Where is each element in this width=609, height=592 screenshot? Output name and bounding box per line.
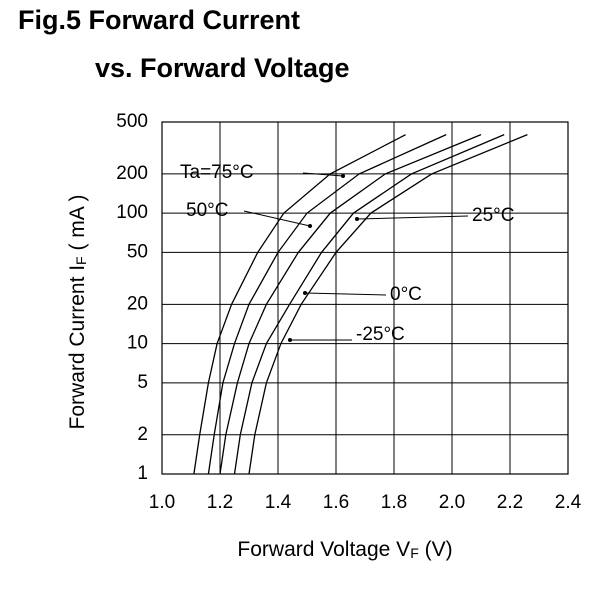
series-line <box>193 134 406 475</box>
y-tick-label: 50 <box>127 241 148 262</box>
x-axis-label: Forward Voltage VF (V) <box>237 538 452 561</box>
series-label: 25°C <box>472 205 514 226</box>
x-tick-label: 2.2 <box>497 492 523 513</box>
annotation-arrow <box>304 292 387 296</box>
x-tick-label: 1.6 <box>323 492 349 513</box>
series-label: -25°C <box>356 324 405 345</box>
x-tick-label: 1.8 <box>381 492 407 513</box>
chart-title: vs. Forward Voltage <box>95 53 350 83</box>
arrow-head <box>355 217 359 221</box>
y-tick-label: 200 <box>116 163 148 184</box>
annotation-arrow <box>356 215 469 220</box>
annotation-arrow <box>243 210 311 227</box>
y-tick-label: 500 <box>116 111 148 132</box>
arrow-head <box>288 338 292 342</box>
arrow-head <box>308 224 312 228</box>
y-tick-label: 20 <box>127 293 148 314</box>
series-line <box>233 134 505 475</box>
x-label-text: Forward Voltage V <box>237 538 410 561</box>
y-label-text: Forward Current I <box>66 265 89 430</box>
y-tick-label: 2 <box>137 424 148 445</box>
y-tick-label: 5 <box>137 372 148 393</box>
y-axis-label: Forward Current IF ( mA ) <box>66 195 89 430</box>
x-tick-label: 2.0 <box>439 492 465 513</box>
arrow-head <box>341 174 345 178</box>
series-line <box>207 134 447 475</box>
x-tick-label: 1.4 <box>265 492 292 513</box>
y-tick-label: 100 <box>116 202 148 223</box>
series-label: Ta=75°C <box>180 162 254 183</box>
x-tick-label: 2.4 <box>555 492 582 513</box>
y-tick-label: 10 <box>127 333 148 354</box>
y-tick-label: 1 <box>137 463 148 484</box>
y-label-sub: F <box>73 256 89 265</box>
x-tick-label: 1.2 <box>207 492 233 513</box>
x-label-text: (V) <box>419 538 453 561</box>
series-label: 0°C <box>390 284 422 305</box>
x-label-sub: F <box>410 545 419 561</box>
series-line <box>248 134 528 475</box>
chart-title: Fig.5 Forward Current <box>18 5 300 35</box>
y-label-text: ( mA ) <box>66 195 89 257</box>
series-line <box>219 134 482 475</box>
series-label: 50°C <box>186 200 228 221</box>
arrow-head <box>303 291 307 295</box>
annotation-arrow <box>302 172 344 177</box>
x-tick-label: 1.0 <box>149 492 175 513</box>
